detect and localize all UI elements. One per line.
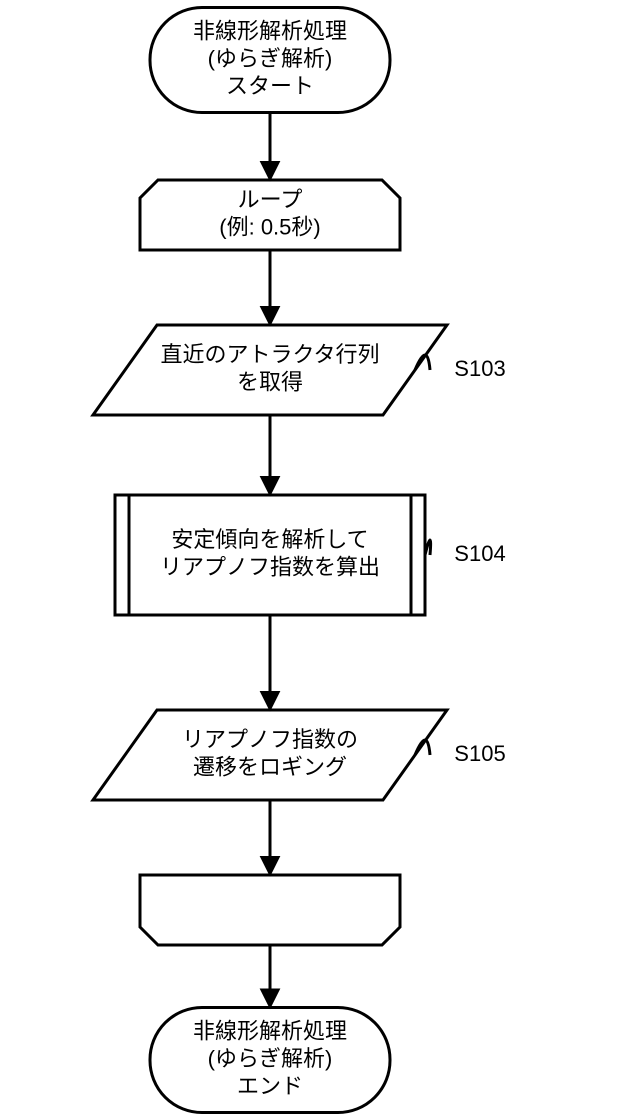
svg-text:リアプノフ指数を算出: リアプノフ指数を算出 bbox=[160, 555, 380, 580]
svg-text:(例: 0.5秒): (例: 0.5秒) bbox=[219, 215, 320, 240]
svg-text:非線形解析処理: 非線形解析処理 bbox=[193, 18, 347, 43]
svg-text:安定傾向を解析して: 安定傾向を解析して bbox=[171, 527, 368, 552]
svg-text:リアプノフ指数の: リアプノフ指数の bbox=[182, 727, 358, 752]
svg-text:を取得: を取得 bbox=[237, 370, 303, 395]
svg-text:直近のアトラクタ行列: 直近のアトラクタ行列 bbox=[160, 342, 379, 367]
svg-text:遷移をロギング: 遷移をロギング bbox=[193, 755, 347, 780]
svg-text:(ゆらぎ解析): (ゆらぎ解析) bbox=[208, 46, 333, 71]
svg-text:(ゆらぎ解析): (ゆらぎ解析) bbox=[208, 1046, 333, 1071]
svg-text:S104: S104 bbox=[454, 541, 505, 566]
svg-text:S103: S103 bbox=[454, 356, 505, 381]
svg-text:S105: S105 bbox=[454, 741, 505, 766]
svg-text:非線形解析処理: 非線形解析処理 bbox=[193, 1018, 347, 1043]
svg-text:エンド: エンド bbox=[237, 1073, 303, 1098]
svg-text:スタート: スタート bbox=[226, 73, 314, 98]
svg-text:ループ: ループ bbox=[238, 187, 303, 212]
